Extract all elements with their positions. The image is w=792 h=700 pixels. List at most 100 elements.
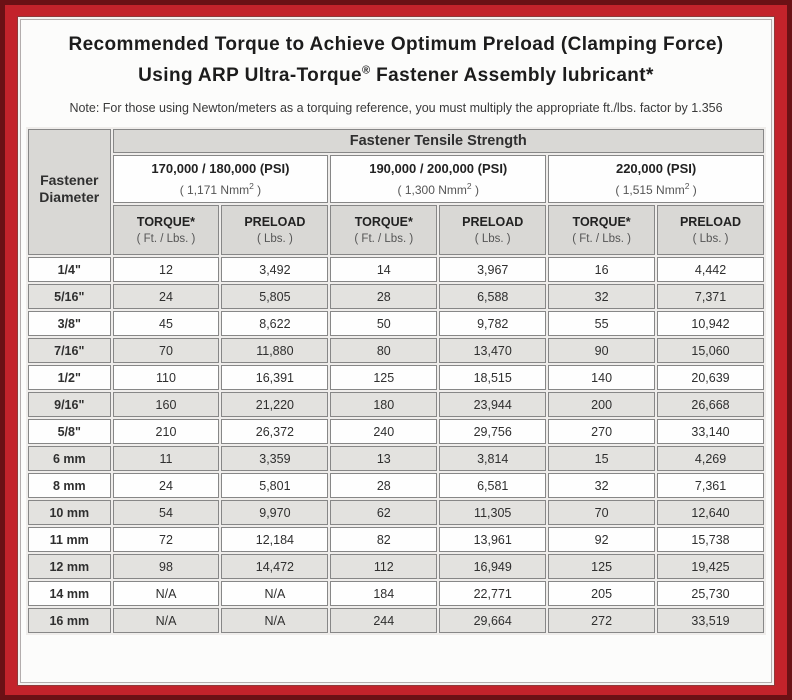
title-line1: Recommended Torque to Achieve Optimum Pr…: [68, 34, 724, 55]
value-cell: 72: [112, 527, 220, 553]
column-header-torque-3: TORQUE* ( Ft. / Lbs. ): [548, 205, 656, 256]
value-cell: 15,060: [657, 338, 764, 364]
diameter-cell: 16 mm: [28, 608, 111, 634]
value-cell: 70: [112, 338, 220, 364]
table-row: 5/16" 24 5,805 28 6,588 32 7,371: [28, 284, 764, 310]
value-cell: 7,371: [657, 284, 764, 310]
diameter-cell: 10 mm: [28, 500, 111, 526]
diameter-cell: 5/8": [28, 419, 111, 445]
diameter-cell: 1/2": [28, 365, 111, 391]
value-cell: 6,588: [439, 284, 547, 310]
diameter-cell: 11 mm: [28, 527, 111, 553]
value-cell: 15: [548, 446, 656, 472]
value-cell: 62: [330, 500, 438, 526]
note-text: Note: For those using Newton/meters as a…: [69, 101, 723, 116]
psi-group-220: 220,000 (PSI) ( 1,515 Nmm2 ): [548, 155, 764, 204]
table-row: 16 mm N/A N/A 244 29,664 272 33,519: [28, 608, 764, 634]
value-cell: 272: [548, 608, 656, 634]
value-cell: 125: [548, 554, 656, 580]
diameter-cell: 9/16": [28, 392, 111, 418]
value-cell: 32: [548, 473, 656, 499]
table-row: 5/8" 210 26,372 240 29,756 270 33,140: [28, 419, 764, 445]
column-header-torque-1: TORQUE* ( Ft. / Lbs. ): [112, 205, 220, 256]
value-cell: 11,880: [221, 338, 329, 364]
diameter-cell: 7/16": [28, 338, 111, 364]
table-row: 14 mm N/A N/A 184 22,771 205 25,730: [28, 581, 764, 607]
value-cell: 16,391: [221, 365, 329, 391]
document-title: Recommended Torque to Achieve Optimum Pr…: [26, 32, 766, 89]
value-cell: 92: [548, 527, 656, 553]
value-cell: 12,640: [657, 500, 764, 526]
value-cell: 3,359: [221, 446, 329, 472]
diameter-cell: 8 mm: [28, 473, 111, 499]
document-card: Recommended Torque to Achieve Optimum Pr…: [20, 19, 772, 683]
value-cell: 24: [112, 284, 220, 310]
diameter-cell: 12 mm: [28, 554, 111, 580]
value-cell: 70: [548, 500, 656, 526]
value-cell: 11,305: [439, 500, 547, 526]
value-cell: 33,140: [657, 419, 764, 445]
value-cell: 9,782: [439, 311, 547, 337]
value-cell: 3,492: [221, 257, 329, 283]
value-cell: 205: [548, 581, 656, 607]
value-cell: 18,515: [439, 365, 547, 391]
value-cell: 210: [112, 419, 220, 445]
diameter-cell: 5/16": [28, 284, 111, 310]
value-cell: 3,967: [439, 257, 547, 283]
value-cell: 16: [548, 257, 656, 283]
value-cell: 184: [330, 581, 438, 607]
value-cell: 25,730: [657, 581, 764, 607]
value-cell: 16,949: [439, 554, 547, 580]
table-row: 6 mm 11 3,359 13 3,814 15 4,269: [28, 446, 764, 472]
value-cell: 10,942: [657, 311, 764, 337]
value-cell: N/A: [112, 608, 220, 634]
value-cell: 4,269: [657, 446, 764, 472]
value-cell: 26,668: [657, 392, 764, 418]
table-row: 11 mm 72 12,184 82 13,961 92 15,738: [28, 527, 764, 553]
table-row: 7/16" 70 11,880 80 13,470 90 15,060: [28, 338, 764, 364]
table-row: 1/2" 110 16,391 125 18,515 140 20,639: [28, 365, 764, 391]
value-cell: 6,581: [439, 473, 547, 499]
value-cell: 9,970: [221, 500, 329, 526]
value-cell: 19,425: [657, 554, 764, 580]
value-cell: 20,639: [657, 365, 764, 391]
value-cell: 45: [112, 311, 220, 337]
value-cell: 26,372: [221, 419, 329, 445]
diameter-cell: 1/4": [28, 257, 111, 283]
value-cell: 50: [330, 311, 438, 337]
column-header-preload-3: PRELOAD ( Lbs. ): [657, 205, 764, 256]
table-row: 9/16" 160 21,220 180 23,944 200 26,668: [28, 392, 764, 418]
registered-trademark-symbol: ®: [361, 65, 371, 77]
value-cell: 13: [330, 446, 438, 472]
diameter-cell: 3/8": [28, 311, 111, 337]
value-cell: N/A: [221, 581, 329, 607]
value-cell: 22,771: [439, 581, 547, 607]
value-cell: 28: [330, 284, 438, 310]
value-cell: 270: [548, 419, 656, 445]
value-cell: 80: [330, 338, 438, 364]
psi-group-row: 170,000 / 180,000 (PSI) ( 1,171 Nmm2 ) 1…: [28, 155, 764, 204]
value-cell: 12,184: [221, 527, 329, 553]
value-cell: 12: [112, 257, 220, 283]
torque-table-body: Fastener Diameter Fastener Tensile Stren…: [28, 129, 764, 634]
column-header-torque-2: TORQUE* ( Ft. / Lbs. ): [330, 205, 438, 256]
value-cell: 13,470: [439, 338, 547, 364]
value-cell: 4,442: [657, 257, 764, 283]
value-cell: 244: [330, 608, 438, 634]
psi-group-190-200: 190,000 / 200,000 (PSI) ( 1,300 Nmm2 ): [330, 155, 547, 204]
value-cell: 125: [330, 365, 438, 391]
value-cell: 21,220: [221, 392, 329, 418]
value-cell: 82: [330, 527, 438, 553]
value-cell: 13,961: [439, 527, 547, 553]
value-cell: 110: [112, 365, 220, 391]
table-row: 3/8" 45 8,622 50 9,782 55 10,942: [28, 311, 764, 337]
value-cell: 32: [548, 284, 656, 310]
value-cell: 90: [548, 338, 656, 364]
value-cell: 140: [548, 365, 656, 391]
value-cell: 240: [330, 419, 438, 445]
value-cell: 55: [548, 311, 656, 337]
value-cell: 3,814: [439, 446, 547, 472]
value-cell: 28: [330, 473, 438, 499]
value-cell: 5,801: [221, 473, 329, 499]
